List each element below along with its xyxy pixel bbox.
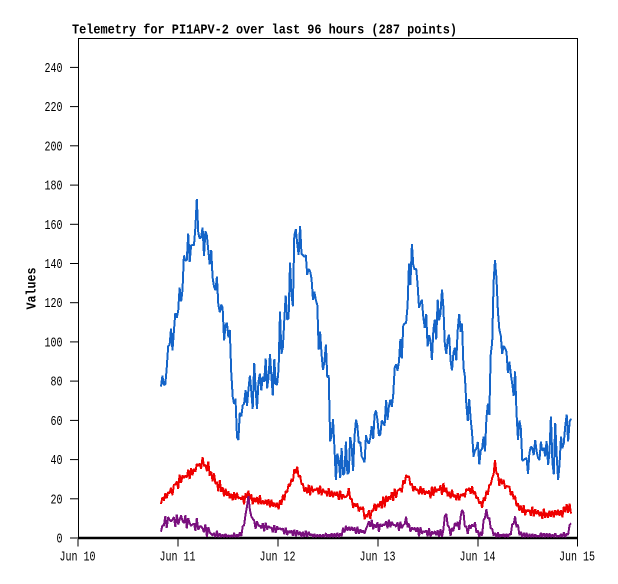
svg-text:180: 180 [45,179,63,195]
svg-text:160: 160 [45,218,63,234]
svg-text:60: 60 [51,414,63,430]
svg-text:100: 100 [45,335,63,351]
svg-text:Jun 14: Jun 14 [460,550,496,566]
svg-text:20: 20 [51,492,63,508]
svg-text:Jun 12: Jun 12 [260,550,296,566]
svg-text:Jun 13: Jun 13 [360,550,396,566]
svg-text:Values: Values [25,268,41,310]
svg-text:Jun 15: Jun 15 [559,550,595,566]
svg-text:0: 0 [57,532,63,548]
svg-text:120: 120 [45,296,63,312]
svg-text:80: 80 [51,375,63,391]
svg-text:40: 40 [51,453,63,469]
svg-text:Telemetry for PI1APV-2 over la: Telemetry for PI1APV-2 over last 96 hour… [72,23,457,39]
svg-text:140: 140 [45,257,63,273]
svg-text:200: 200 [45,139,63,155]
svg-text:Jun 10: Jun 10 [60,550,96,566]
svg-text:220: 220 [45,100,63,116]
svg-text:Jun 11: Jun 11 [160,550,196,566]
svg-text:240: 240 [45,61,63,77]
